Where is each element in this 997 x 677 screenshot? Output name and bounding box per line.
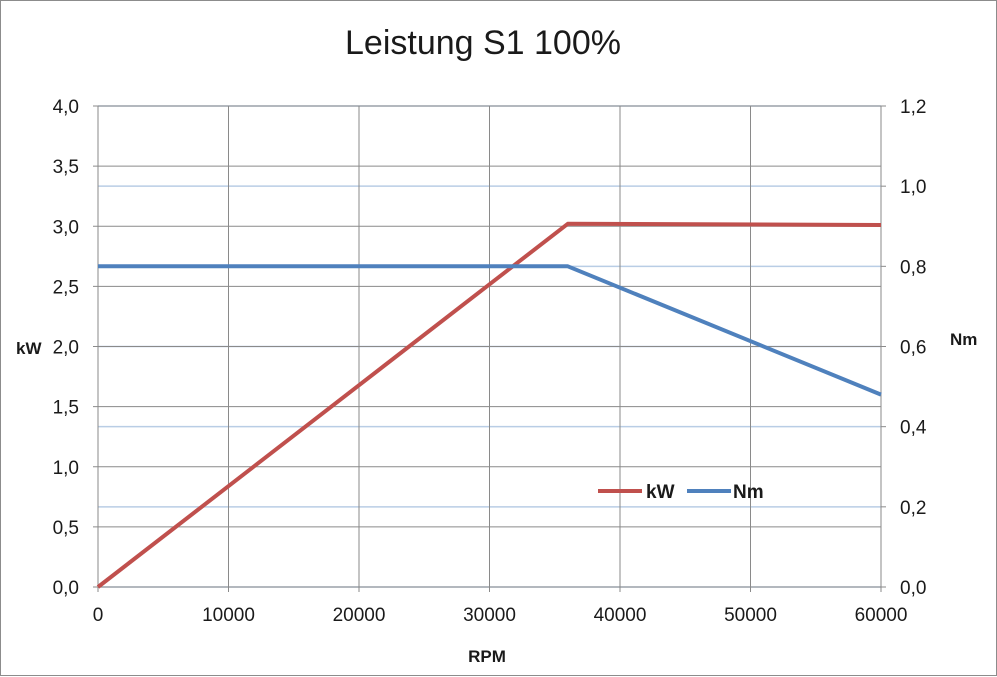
y-tick-label: 4,0 xyxy=(53,97,79,118)
tick-labels: 0,0 0,5 1,0 1,5 2,0 2,5 3,0 3,5 4,0 0,0 0,2 0,4 0,6 0… xyxy=(53,97,927,626)
y-tick-label: 3,5 xyxy=(53,157,79,178)
y-tick-label: 0,0 xyxy=(53,578,79,599)
y-tick-label: 1,5 xyxy=(53,398,79,419)
y-tick-label: 2,0 xyxy=(53,338,79,359)
y2-tick-label: 0,8 xyxy=(900,257,926,278)
x-axis-title: RPM xyxy=(468,647,506,666)
series-group xyxy=(96,221,882,589)
legend: kW Nm xyxy=(598,482,764,503)
y2-tick-label: 0,6 xyxy=(900,338,926,359)
y-axis-title: kW xyxy=(16,339,42,358)
legend-label-nm: Nm xyxy=(733,482,764,503)
x-tick-label: 10000 xyxy=(202,605,255,626)
x-tick-label: 30000 xyxy=(463,605,516,626)
x-tick-label: 0 xyxy=(93,605,104,626)
x-tick-label: 60000 xyxy=(855,605,908,626)
x-tick-label: 20000 xyxy=(333,605,386,626)
y2-tick-label: 0,0 xyxy=(900,578,926,599)
x-tick-label: 50000 xyxy=(724,605,777,626)
y2-axis-title: Nm xyxy=(950,330,977,349)
legend-label-kw: kW xyxy=(646,482,675,503)
series-line-kw xyxy=(96,221,882,589)
y-tick-label: 2,5 xyxy=(53,277,79,298)
y2-tick-label: 1,0 xyxy=(900,177,926,198)
y2-tick-label: 0,2 xyxy=(900,498,926,519)
chart-title: Leistung S1 100% xyxy=(345,24,621,62)
y2-tick-label: 1,2 xyxy=(900,97,926,118)
y-tick-label: 3,0 xyxy=(53,217,79,238)
y2-tick-label: 0,4 xyxy=(900,418,927,439)
x-tick-label: 40000 xyxy=(594,605,647,626)
axes xyxy=(93,105,886,592)
series-line-nm xyxy=(98,264,882,397)
y-tick-label: 1,0 xyxy=(53,458,79,479)
y-tick-label: 0,5 xyxy=(53,518,79,539)
